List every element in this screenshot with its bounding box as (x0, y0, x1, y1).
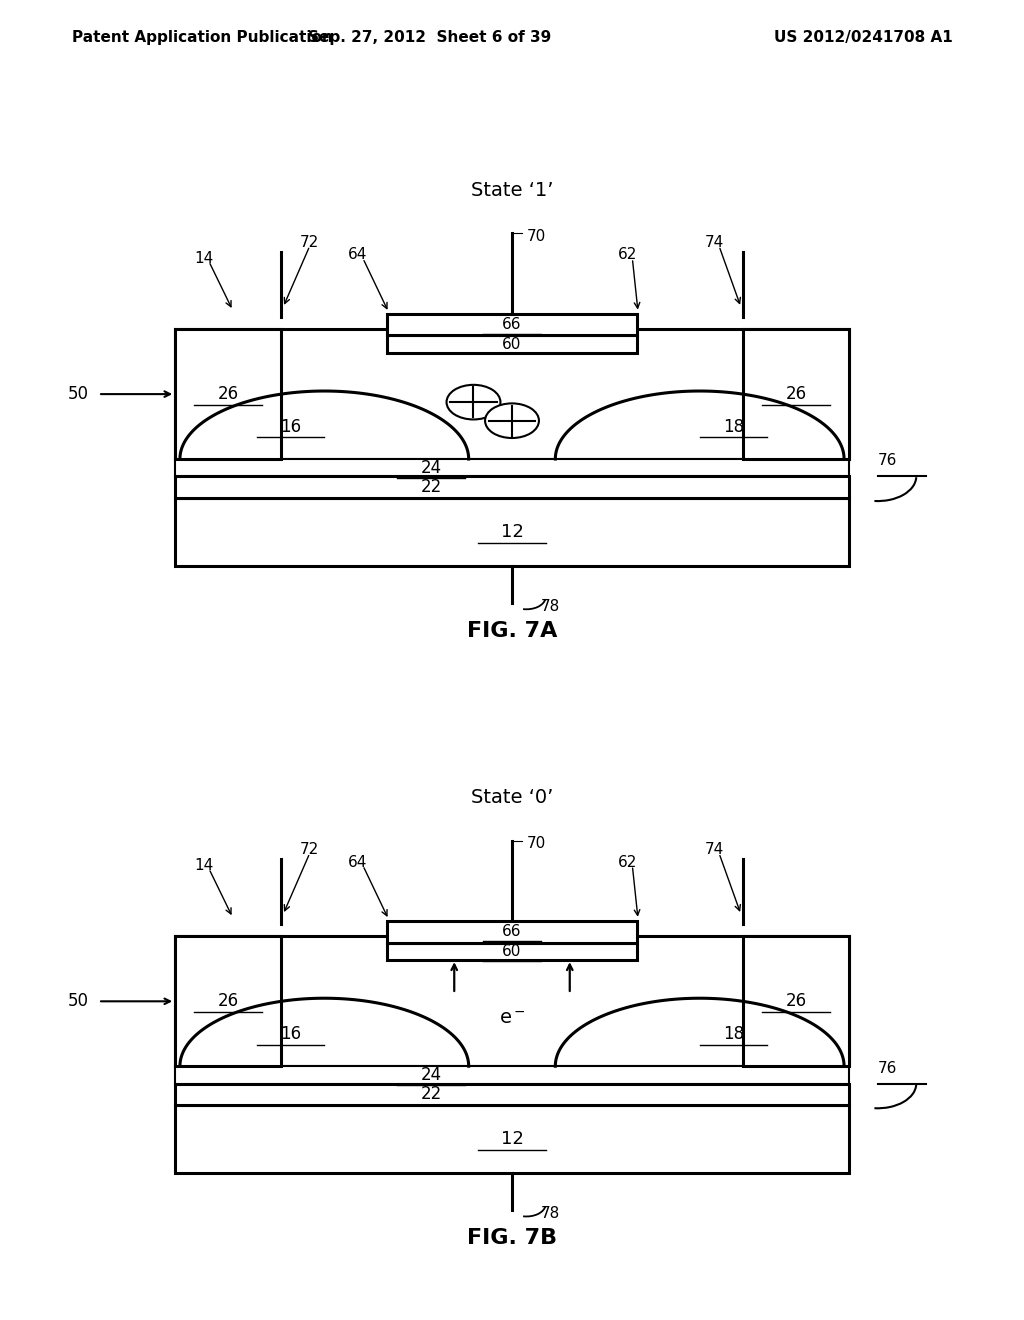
Bar (175, 459, 849, 477)
Text: 72: 72 (300, 235, 319, 249)
Bar (175, 329, 281, 459)
Text: Sep. 27, 2012  Sheet 6 of 39: Sep. 27, 2012 Sheet 6 of 39 (308, 30, 552, 45)
Bar (175, 936, 849, 1067)
Text: 18: 18 (723, 1026, 744, 1043)
Bar (175, 329, 849, 459)
Text: 62: 62 (617, 854, 637, 870)
Bar (743, 936, 849, 1067)
Bar (175, 1067, 849, 1084)
Text: State ‘1’: State ‘1’ (471, 181, 553, 199)
Text: 22: 22 (421, 478, 441, 496)
Text: FIG. 7B: FIG. 7B (467, 1228, 557, 1249)
Bar (175, 1105, 849, 1173)
Text: 50: 50 (68, 993, 88, 1010)
Text: 76: 76 (878, 453, 897, 469)
Bar (175, 1084, 849, 1105)
Text: 74: 74 (705, 842, 724, 857)
Text: Patent Application Publication: Patent Application Publication (72, 30, 333, 45)
Bar (175, 498, 849, 566)
Bar (387, 314, 637, 335)
Text: 14: 14 (195, 251, 214, 265)
Circle shape (485, 404, 539, 438)
Text: 74: 74 (705, 235, 724, 249)
Text: 14: 14 (195, 858, 214, 873)
Text: 66: 66 (502, 317, 522, 333)
Bar (175, 936, 281, 1067)
Text: 50: 50 (68, 385, 88, 403)
Text: 22: 22 (421, 1085, 441, 1104)
Text: 78: 78 (541, 1206, 560, 1221)
Text: 24: 24 (421, 1065, 441, 1084)
Text: 12: 12 (501, 1130, 523, 1148)
Text: 16: 16 (280, 1026, 301, 1043)
Circle shape (446, 385, 501, 420)
Text: 16: 16 (280, 418, 301, 436)
Bar (743, 329, 849, 459)
Text: 26: 26 (217, 385, 239, 403)
Text: 26: 26 (217, 993, 239, 1010)
Text: US 2012/0241708 A1: US 2012/0241708 A1 (773, 30, 952, 45)
Text: 70: 70 (526, 836, 546, 851)
Text: 12: 12 (501, 523, 523, 541)
Text: 72: 72 (300, 842, 319, 857)
Bar (387, 921, 637, 942)
Bar (387, 942, 637, 960)
Text: FIG. 7A: FIG. 7A (467, 620, 557, 642)
Text: 60: 60 (503, 944, 521, 958)
Bar (387, 335, 637, 352)
Text: State ‘0’: State ‘0’ (471, 788, 553, 807)
Text: 26: 26 (785, 993, 807, 1010)
Text: 62: 62 (617, 247, 637, 263)
Text: 24: 24 (421, 458, 441, 477)
Text: 76: 76 (878, 1060, 897, 1076)
Text: 60: 60 (503, 337, 521, 351)
Text: e$^-$: e$^-$ (499, 1008, 525, 1028)
Text: 18: 18 (723, 418, 744, 436)
Text: 66: 66 (502, 924, 522, 940)
Bar (175, 477, 849, 498)
Text: 64: 64 (348, 854, 368, 870)
Text: 26: 26 (785, 385, 807, 403)
Text: 64: 64 (348, 247, 368, 263)
Text: 78: 78 (541, 599, 560, 614)
Text: 70: 70 (526, 228, 546, 244)
